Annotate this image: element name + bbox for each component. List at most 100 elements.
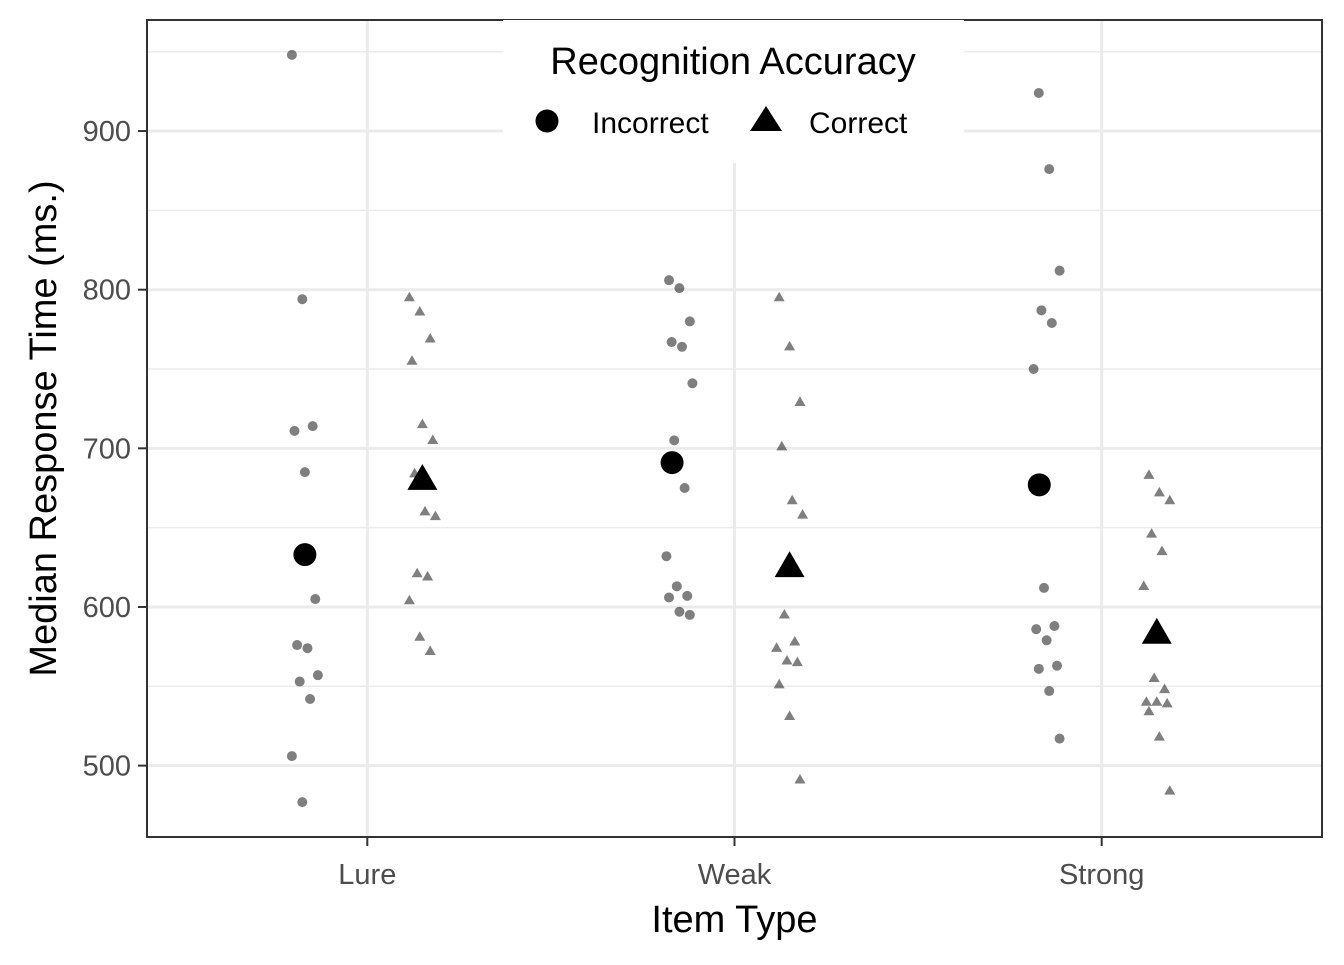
data-point-incorrect: [297, 294, 308, 305]
data-point-incorrect: [294, 676, 305, 687]
data-point-correct: [781, 655, 793, 665]
mean-marker-correct: [774, 551, 805, 578]
data-point-incorrect: [292, 640, 303, 651]
data-point-incorrect: [1039, 582, 1050, 593]
mean-marker-correct: [1141, 617, 1172, 644]
y-tick-label: 500: [83, 751, 131, 783]
data-point-correct: [1161, 697, 1173, 708]
data-point-correct: [1146, 528, 1158, 538]
data-point-correct: [773, 291, 785, 302]
data-point-incorrect: [1044, 686, 1055, 697]
mean-marker-incorrect: [293, 543, 317, 567]
data-point-incorrect: [682, 590, 693, 601]
legend-background: [503, 20, 964, 163]
data-point-correct: [403, 291, 415, 302]
data-point-incorrect: [1054, 265, 1065, 276]
mean-marker-incorrect: [660, 451, 684, 475]
data-point-incorrect: [669, 435, 680, 446]
data-point-correct: [1148, 672, 1160, 682]
data-point-incorrect: [299, 467, 310, 478]
data-point-incorrect: [664, 592, 675, 603]
data-point-incorrect: [307, 421, 318, 432]
data-point-correct: [424, 645, 436, 656]
y-tick-label: 800: [83, 275, 131, 307]
data-point-correct: [1143, 469, 1155, 479]
legend-incorrect-circle-icon: [535, 109, 559, 133]
data-point-correct: [1138, 580, 1150, 590]
data-point-correct: [1143, 705, 1155, 716]
data-point-incorrect: [1033, 87, 1044, 98]
data-point-incorrect: [1036, 305, 1047, 316]
mean-marker-incorrect: [1027, 473, 1051, 497]
data-point-incorrect: [684, 316, 695, 327]
data-point-incorrect: [1049, 621, 1060, 632]
legend-correct-triangle-icon: [750, 106, 782, 131]
data-point-correct: [794, 773, 806, 784]
data-point-incorrect: [1031, 624, 1042, 635]
data-point-correct: [776, 440, 788, 451]
data-point-incorrect: [1033, 663, 1044, 674]
data-point-incorrect: [684, 609, 695, 620]
data-point-correct: [1164, 494, 1176, 505]
x-tick-label-lure: Lure: [338, 859, 396, 891]
data-point-correct: [429, 510, 441, 521]
data-point-incorrect: [666, 337, 677, 348]
data-point-correct: [416, 418, 428, 429]
data-point-incorrect: [1044, 164, 1055, 175]
data-point-correct: [1153, 486, 1165, 497]
mean-markers: [293, 451, 1172, 644]
data-point-incorrect: [679, 482, 690, 493]
data-point-correct: [419, 505, 431, 516]
data-point-correct: [784, 340, 796, 351]
data-point-correct: [411, 567, 423, 578]
data-point-correct: [786, 494, 798, 505]
data-point-incorrect: [674, 606, 685, 617]
data-point-incorrect: [661, 551, 672, 562]
y-tick-label: 900: [83, 116, 131, 148]
axes: 500 600 700 800 900 Lure Weak Strong: [83, 116, 1145, 891]
legend: Recognition Accuracy Incorrect Correct: [503, 20, 964, 163]
data-point-correct: [773, 678, 785, 689]
data-point-incorrect: [671, 581, 682, 592]
data-point-incorrect: [1054, 733, 1065, 744]
data-point-correct: [403, 594, 415, 605]
data-point-correct: [1153, 731, 1165, 741]
data-point-incorrect: [286, 751, 297, 762]
data-point-incorrect: [297, 797, 308, 808]
x-tick-label-weak: Weak: [698, 859, 772, 891]
data-point-incorrect: [677, 341, 688, 352]
data-point-correct: [1156, 545, 1168, 556]
x-axis-title: Item Type: [651, 899, 817, 941]
data-point-incorrect: [687, 378, 698, 389]
x-tick-label-strong: Strong: [1059, 859, 1144, 891]
data-point-correct: [784, 710, 796, 721]
data-point-correct: [1164, 785, 1176, 795]
data-point-correct: [1140, 696, 1152, 706]
y-axis-title: Median Response Time (ms.): [23, 180, 65, 676]
mean-marker-correct: [407, 463, 438, 490]
data-point-incorrect: [289, 425, 300, 436]
data-point-correct: [771, 642, 783, 652]
data-point-incorrect: [674, 283, 685, 294]
data-point-correct: [1159, 683, 1171, 694]
data-point-correct: [778, 608, 790, 619]
data-point-incorrect: [1052, 660, 1063, 671]
legend-label-incorrect: Incorrect: [592, 107, 709, 140]
data-point-correct: [422, 570, 434, 581]
data-point-incorrect: [286, 49, 297, 60]
data-point-correct: [789, 635, 801, 646]
data-point-correct: [1151, 696, 1163, 706]
data-point-correct: [791, 656, 803, 667]
data-point-incorrect: [305, 693, 316, 704]
data-point-correct: [424, 332, 436, 343]
y-tick-label: 600: [83, 592, 131, 624]
data-point-correct: [414, 305, 426, 316]
data-point-incorrect: [664, 275, 675, 286]
data-point-correct: [427, 434, 439, 445]
data-point-correct: [797, 509, 809, 519]
data-point-incorrect: [312, 670, 323, 681]
data-point-incorrect: [302, 643, 313, 654]
data-point-incorrect: [1046, 318, 1057, 329]
